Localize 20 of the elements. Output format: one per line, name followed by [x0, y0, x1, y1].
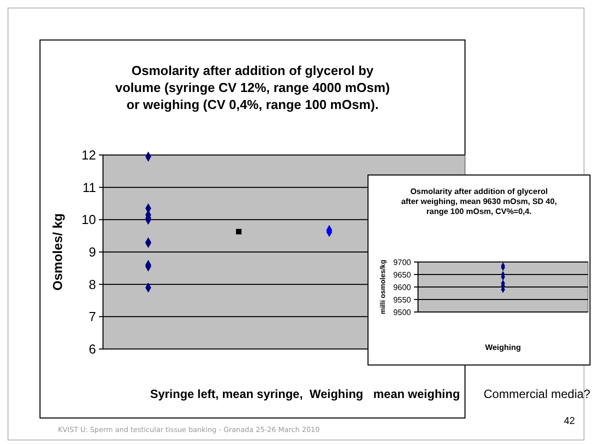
text: 42 — [564, 416, 576, 427]
x-axis-title: Weighing — [485, 343, 522, 352]
y-tick-label: 7 — [88, 309, 96, 324]
text: Commercial media? — [484, 387, 591, 401]
y-tick-label: 8 — [88, 276, 96, 292]
y-tick-label: 9650 — [393, 270, 412, 280]
y-tick-label: 9500 — [393, 308, 412, 317]
y-axis-title: Osmoles/ kg — [50, 213, 65, 291]
x-axis-title: Syringe left, mean syringe, Weighing mean weighing — [150, 387, 460, 401]
y-tick-label: 9700 — [393, 258, 412, 267]
y-tick-label: 9 — [88, 244, 96, 260]
y-tick-label: 6 — [88, 342, 96, 357]
y-tick-label: 9550 — [393, 295, 412, 304]
y-tick-label: 12 — [82, 148, 96, 163]
chart-title: Osmolarity after addition of glycerol by volume (syringe CV 12%, range 4000 mOsm) or weighing (CV 0,4%, range 100 mOsm). — [115, 63, 390, 112]
y-tick-label: 11 — [82, 180, 96, 195]
y-tick-label: 10 — [82, 212, 96, 228]
point — [236, 228, 242, 234]
y-tick-label: 9600 — [393, 282, 412, 292]
chart-title: Osmolarity after addition of glycerol after weighing, mean 9630 mOsm, SD 40, range 100 mOsm, CV%=0,4. — [401, 187, 557, 216]
